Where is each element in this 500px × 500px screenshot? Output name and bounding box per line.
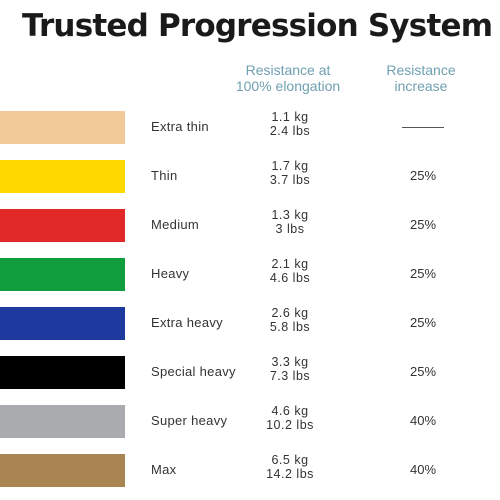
- band-row-medium: Medium 1.3 kg 3 lbs 25%: [0, 208, 500, 242]
- resistance-header-line1: Resistance at: [245, 62, 331, 78]
- band-label: Extra thin: [151, 119, 209, 134]
- page-title: Trusted Progression System: [22, 8, 493, 44]
- band-label: Heavy: [151, 266, 190, 281]
- band-resistance: 1.1 kg 2.4 lbs: [258, 110, 322, 138]
- band-resistance-kg: 3.3 kg: [271, 355, 309, 369]
- band-row-max: Max 6.5 kg 14.2 lbs 40%: [0, 453, 500, 487]
- band-row-special-heavy: Special heavy 3.3 kg 7.3 lbs 25%: [0, 355, 500, 389]
- band-resistance: 2.6 kg 5.8 lbs: [258, 306, 322, 334]
- band-resistance-kg: 4.6 kg: [271, 404, 309, 418]
- band-swatch: [0, 307, 125, 340]
- band-row-super-heavy: Super heavy 4.6 kg 10.2 lbs 40%: [0, 404, 500, 438]
- increase-header: Resistance increase: [378, 62, 464, 94]
- band-swatch: [0, 111, 125, 144]
- band-resistance-kg: 2.1 kg: [271, 257, 309, 271]
- band-row-thin: Thin 1.7 kg 3.7 lbs 25%: [0, 159, 500, 193]
- band-resistance-kg: 1.7 kg: [271, 159, 309, 173]
- band-resistance-lbs: 3 lbs: [275, 222, 305, 236]
- band-resistance-kg: 1.3 kg: [271, 208, 309, 222]
- band-resistance-lbs: 14.2 lbs: [266, 467, 314, 481]
- band-resistance-kg: 1.1 kg: [271, 110, 309, 124]
- band-resistance-lbs: 7.3 lbs: [269, 369, 311, 383]
- resistance-header-line2: 100% elongation: [235, 78, 341, 94]
- band-swatch: [0, 405, 125, 438]
- band-increase: 25%: [409, 315, 437, 330]
- band-increase: 25%: [409, 217, 437, 232]
- band-swatch: [0, 356, 125, 389]
- band-resistance-lbs: 4.6 lbs: [269, 271, 311, 285]
- increase-header-line1: Resistance: [386, 62, 456, 78]
- band-resistance: 6.5 kg 14.2 lbs: [258, 453, 322, 481]
- band-resistance-lbs: 2.4 lbs: [269, 124, 311, 138]
- band-swatch: [0, 258, 125, 291]
- band-resistance: 1.3 kg 3 lbs: [258, 208, 322, 236]
- band-row-extra-thin: Extra thin 1.1 kg 2.4 lbs: [0, 110, 500, 144]
- band-resistance: 3.3 kg 7.3 lbs: [258, 355, 322, 383]
- band-label: Medium: [151, 217, 200, 232]
- increase-header-line2: increase: [394, 78, 448, 94]
- band-row-extra-heavy: Extra heavy 2.6 kg 5.8 lbs 25%: [0, 306, 500, 340]
- band-increase: 25%: [409, 168, 437, 183]
- band-label: Super heavy: [151, 413, 228, 428]
- band-resistance-kg: 6.5 kg: [271, 453, 309, 467]
- band-resistance-lbs: 3.7 lbs: [269, 173, 311, 187]
- band-swatch: [0, 454, 125, 487]
- no-increase-dash: [402, 127, 444, 128]
- band-row-heavy: Heavy 2.1 kg 4.6 lbs 25%: [0, 257, 500, 291]
- band-resistance: 2.1 kg 4.6 lbs: [258, 257, 322, 285]
- band-resistance: 1.7 kg 3.7 lbs: [258, 159, 322, 187]
- band-increase: 40%: [409, 413, 437, 428]
- band-increase: 40%: [409, 462, 437, 477]
- band-label: Special heavy: [151, 364, 236, 379]
- resistance-header: Resistance at 100% elongation: [218, 62, 358, 94]
- band-label: Max: [151, 462, 177, 477]
- band-resistance-lbs: 5.8 lbs: [269, 320, 311, 334]
- band-resistance: 4.6 kg 10.2 lbs: [258, 404, 322, 432]
- band-resistance-lbs: 10.2 lbs: [266, 418, 314, 432]
- band-increase: 25%: [409, 266, 437, 281]
- band-resistance-kg: 2.6 kg: [271, 306, 309, 320]
- band-increase: 25%: [409, 364, 437, 379]
- band-swatch: [0, 160, 125, 193]
- band-label: Extra heavy: [151, 315, 223, 330]
- band-label: Thin: [151, 168, 178, 183]
- band-swatch: [0, 209, 125, 242]
